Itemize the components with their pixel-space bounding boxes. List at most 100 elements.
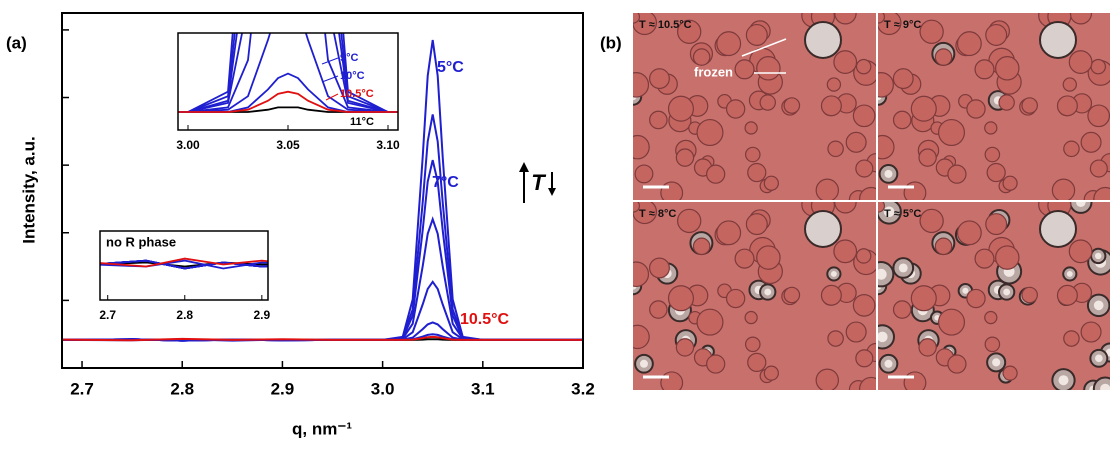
droplet: [845, 321, 867, 343]
micrograph: [633, 13, 876, 200]
x-tick-label: 2.8: [170, 379, 194, 398]
series-line: [178, 33, 398, 113]
droplet: [692, 237, 711, 256]
droplet: [859, 376, 876, 390]
droplet: [763, 175, 779, 191]
droplet: [834, 13, 857, 25]
plot-frame: [61, 12, 584, 369]
droplet: [984, 310, 998, 325]
annotation: 7°C: [432, 174, 459, 191]
big-droplet: [804, 210, 842, 248]
micrograph: [878, 13, 1110, 200]
droplet: [633, 261, 650, 288]
droplet-core: [884, 169, 893, 178]
droplet: [903, 371, 927, 390]
droplet: [892, 300, 912, 319]
droplet: [974, 59, 995, 80]
series-line: [178, 90, 398, 113]
droplet-core: [878, 268, 887, 280]
droplet: [986, 162, 1006, 183]
droplet: [756, 56, 781, 81]
droplet: [649, 300, 668, 319]
micrograph: [633, 202, 876, 390]
droplet-core: [1066, 270, 1073, 277]
x-tick-label: 2.7: [99, 308, 116, 322]
droplet: [918, 338, 937, 357]
droplet: [919, 208, 944, 234]
droplet: [1021, 286, 1038, 304]
droplet: [649, 110, 668, 130]
droplet: [826, 77, 842, 92]
droplet: [985, 213, 1008, 236]
plot-lines: [178, 33, 398, 113]
droplet: [892, 68, 914, 90]
panel-label: (b): [600, 33, 622, 52]
droplet-core: [1095, 354, 1103, 363]
frozen-pointer: [741, 38, 787, 57]
big-droplet: [1039, 21, 1077, 59]
inset-label: 10.5°C: [340, 88, 374, 100]
droplet: [903, 181, 927, 200]
droplet: [984, 121, 998, 135]
label-pointer: [321, 75, 339, 83]
droplet-core: [1076, 202, 1086, 208]
droplet: [919, 19, 944, 44]
droplet-core: [1058, 375, 1069, 386]
droplet-core: [884, 359, 893, 368]
droplet: [783, 286, 801, 304]
droplet-core: [1100, 383, 1110, 390]
droplet: [675, 338, 695, 357]
droplet: [1090, 58, 1106, 75]
x-tick-label: 3.10: [376, 138, 400, 152]
droplet: [852, 293, 876, 317]
droplet-core: [639, 359, 648, 368]
plot-lines: [100, 257, 268, 270]
droplet-core: [878, 331, 888, 343]
droplet: [815, 178, 840, 200]
droplet: [649, 68, 670, 90]
droplet: [783, 97, 801, 114]
droplet: [667, 285, 695, 312]
droplet: [725, 288, 746, 309]
droplet: [745, 213, 768, 236]
droplet: [910, 95, 937, 122]
droplet: [676, 208, 702, 234]
droplet: [1063, 140, 1080, 158]
droplet: [820, 95, 842, 117]
droplet-core: [962, 287, 969, 294]
droplet: [1089, 159, 1108, 178]
series-line: [62, 114, 583, 342]
droplet: [1002, 365, 1018, 381]
droplet: [716, 31, 742, 57]
series-line: [62, 335, 583, 342]
x-tick-label: 2.9: [271, 379, 295, 398]
droplet: [633, 202, 641, 213]
droplet: [934, 237, 953, 256]
droplet: [676, 19, 702, 44]
droplet: [966, 288, 986, 309]
x-tick-label: 3.05: [276, 138, 300, 152]
droplet: [745, 23, 768, 47]
droplet: [675, 148, 695, 167]
droplet: [744, 121, 758, 135]
droplet: [995, 245, 1020, 270]
droplet: [1051, 178, 1076, 200]
droplet: [934, 48, 953, 66]
series-line: [100, 257, 268, 268]
x-axis-label: q, nm⁻¹: [292, 419, 352, 438]
droplet: [633, 324, 650, 350]
droplet: [827, 140, 844, 158]
inset-title: no R phase: [106, 234, 176, 249]
droplet: [667, 95, 695, 122]
droplet: [985, 23, 1008, 47]
droplet: [1087, 104, 1110, 128]
inset-label: 10°C: [340, 70, 365, 82]
droplet-core: [1093, 300, 1104, 311]
big-droplet: [804, 21, 842, 59]
trend-arrows: [519, 162, 556, 203]
droplet-core: [898, 263, 908, 273]
annotation: 10.5°C: [460, 311, 510, 328]
droplet: [878, 202, 886, 213]
droplet-core: [883, 206, 895, 218]
droplet: [1069, 13, 1093, 25]
